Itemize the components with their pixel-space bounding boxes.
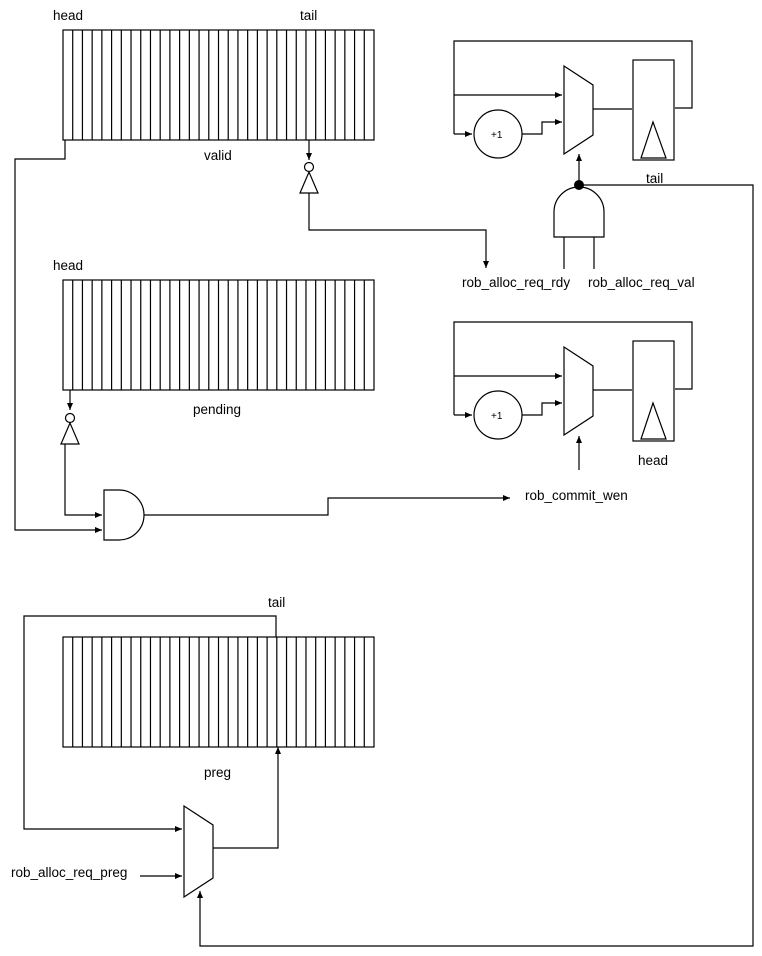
head-incrementer-label: +1 bbox=[491, 411, 503, 422]
preg-array-label: preg bbox=[204, 765, 231, 780]
head-counter: +1 head bbox=[453, 321, 693, 470]
rob-alloc-req-rdy-label: rob_alloc_req_rdy bbox=[462, 275, 570, 290]
pending-array-label: pending bbox=[193, 402, 241, 417]
preg-read-wire bbox=[23, 615, 277, 832]
tail-incrementer-label: +1 bbox=[491, 130, 503, 141]
rdy-wire bbox=[308, 193, 489, 268]
valid-array-label: valid bbox=[204, 148, 232, 163]
preg-tail-label: tail bbox=[268, 595, 285, 610]
valid-tail-inverter bbox=[299, 140, 319, 194]
alloc-and-gate bbox=[553, 154, 605, 269]
valid-head-label: head bbox=[53, 8, 83, 23]
pending-head-inverter bbox=[60, 390, 80, 445]
preg-write-wire bbox=[213, 747, 281, 849]
head-mux bbox=[563, 345, 594, 437]
valid-tail-label: tail bbox=[300, 8, 317, 23]
alloc-fire-wire bbox=[197, 184, 754, 947]
tail-counter: +1 tail bbox=[453, 40, 693, 186]
rob-alloc-req-preg-label: rob_alloc_req_preg bbox=[11, 865, 127, 880]
head-counter-label: head bbox=[638, 453, 668, 468]
tail-mux bbox=[563, 64, 594, 156]
commit-and-gate bbox=[103, 489, 145, 541]
preg-mux bbox=[183, 804, 214, 899]
preg-array bbox=[62, 636, 375, 748]
valid-array bbox=[62, 29, 375, 141]
rob-alloc-req-val-label: rob_alloc_req_val bbox=[588, 275, 695, 290]
tail-counter-label: tail bbox=[646, 171, 663, 186]
rob-commit-wen-label: rob_commit_wen bbox=[525, 488, 628, 503]
pending-head-wire bbox=[64, 444, 102, 518]
head-register-clock bbox=[640, 401, 667, 440]
tail-register-clock bbox=[640, 120, 667, 159]
commit-wen-wire bbox=[144, 495, 510, 516]
valid-head-wire bbox=[14, 140, 102, 533]
pending-head-label: head bbox=[53, 258, 83, 273]
pending-array bbox=[62, 279, 375, 391]
